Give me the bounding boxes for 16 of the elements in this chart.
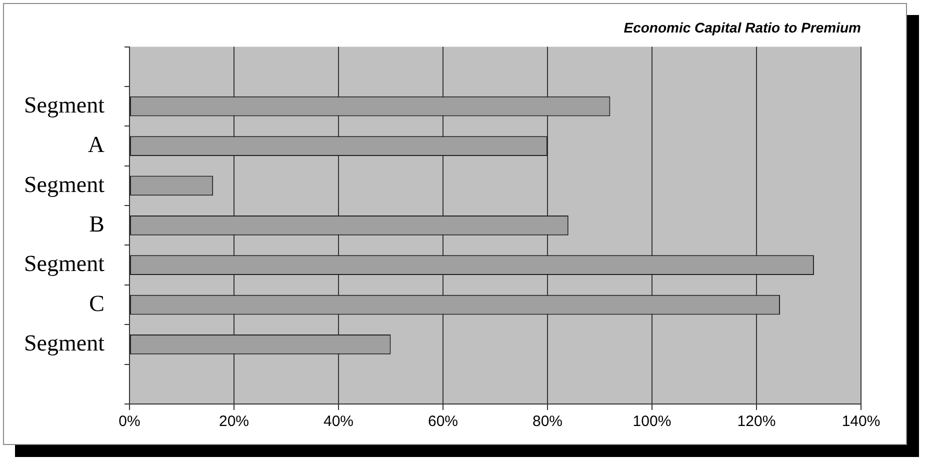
x-tick-label: 20% <box>218 413 250 430</box>
y-tick-label: B <box>89 211 104 236</box>
y-tick-label: Segment <box>24 330 106 356</box>
y-tick-label: Segment <box>24 172 106 197</box>
x-tick-label: 140% <box>842 413 880 430</box>
x-tick-label: 120% <box>737 413 776 430</box>
x-tick-label: 0% <box>118 413 140 430</box>
x-tick-label: 100% <box>632 413 672 430</box>
y-tick-label: C <box>89 290 104 316</box>
y-tick-label: Segment <box>24 251 106 276</box>
x-tick-label: 60% <box>428 413 458 430</box>
x-tick-label: 80% <box>532 413 563 430</box>
y-tick-label: A <box>88 132 105 158</box>
y-tick-label: Segment <box>24 92 106 118</box>
x-tick-label: 40% <box>323 413 354 430</box>
chart-title: Economic Capital Ratio to Premium <box>624 19 861 36</box>
